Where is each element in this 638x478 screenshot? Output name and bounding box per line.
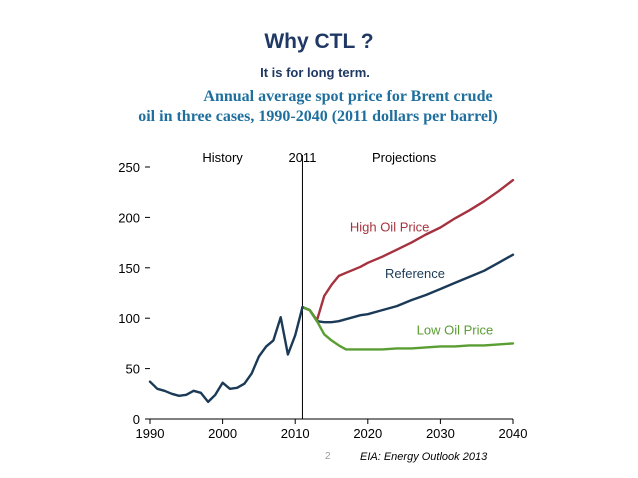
- divider-year-label: 2011: [288, 150, 316, 165]
- x-tick-label: 2010: [281, 426, 310, 441]
- series-label-high-oil-price: High Oil Price: [350, 220, 429, 235]
- y-tick-label: 200: [118, 210, 140, 225]
- history-line: [148, 305, 304, 404]
- y-tick-label: 50: [126, 362, 140, 377]
- y-tick-label: 250: [118, 160, 140, 175]
- x-tick-label: 2030: [426, 426, 455, 441]
- slide-subtitle: It is for long term.: [260, 65, 370, 80]
- series-line-low-oil-price: [301, 305, 515, 351]
- x-tick-label: 1990: [136, 426, 165, 441]
- slide-number: 2: [325, 451, 331, 462]
- x-tick-label: 2000: [208, 426, 237, 441]
- y-tick-label: 0: [133, 412, 140, 427]
- series-label-low-oil-price: Low Oil Price: [417, 322, 494, 337]
- slide-title: Why CTL ?: [264, 30, 374, 53]
- series-label-reference: Reference: [385, 266, 445, 281]
- y-tick-label: 100: [118, 311, 140, 326]
- x-tick-label: 2020: [353, 426, 382, 441]
- projections-label: Projections: [372, 150, 437, 165]
- chart-title-line1: Annual average spot price for Brent crud…: [203, 88, 493, 105]
- chart-title-line2: oil in three cases, 1990-2040 (2011 doll…: [138, 108, 498, 125]
- source-citation: EIA: Energy Outlook 2013: [360, 451, 488, 463]
- series-line-high-oil-price: [301, 178, 515, 322]
- x-tick-label: 2040: [499, 426, 528, 441]
- series-line-reference: [301, 253, 515, 324]
- history-label: History: [202, 150, 243, 165]
- y-tick-label: 150: [118, 261, 140, 276]
